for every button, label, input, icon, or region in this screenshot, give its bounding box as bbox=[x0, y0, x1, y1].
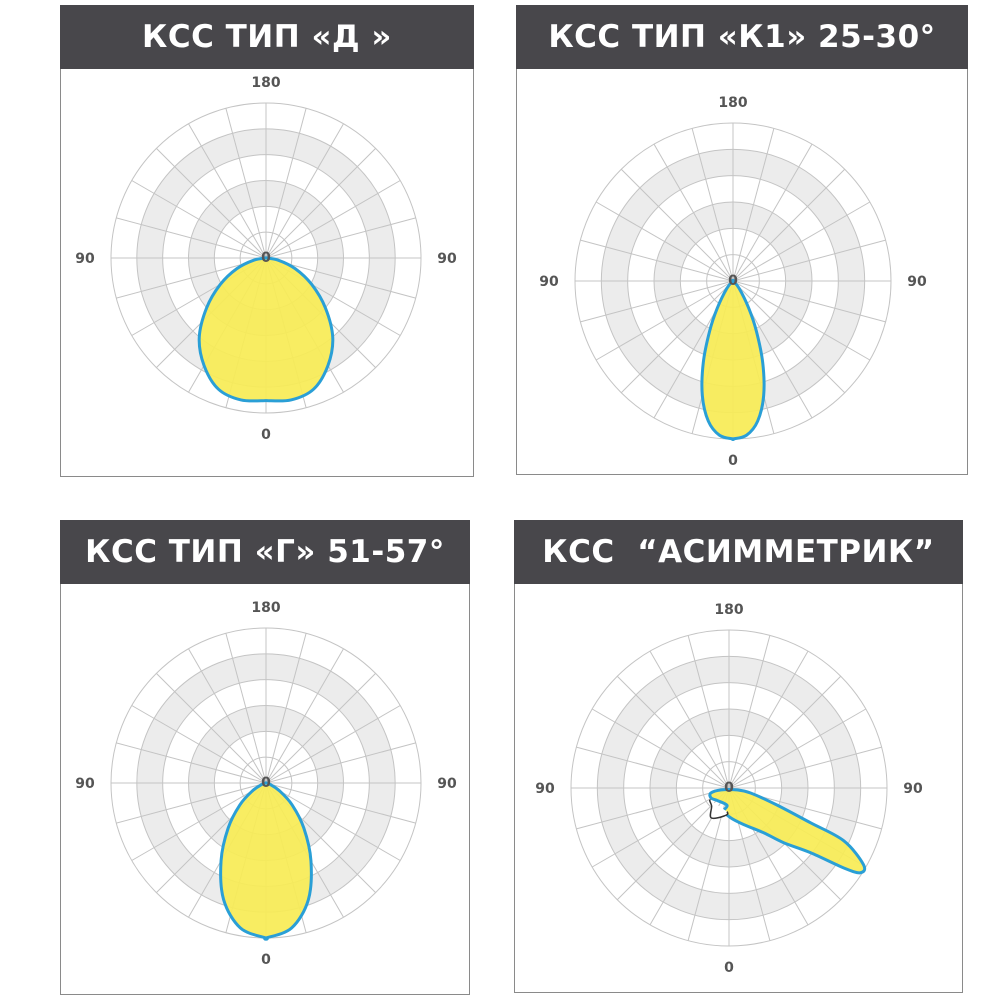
grid-spoke bbox=[732, 280, 846, 394]
intensity-curve bbox=[197, 256, 335, 403]
grid-spoke bbox=[265, 673, 376, 784]
grid-spoke bbox=[620, 280, 734, 394]
grid-spoke bbox=[732, 128, 775, 282]
grid-spoke bbox=[653, 143, 734, 282]
tick-label-180: 180 bbox=[251, 75, 280, 91]
grid-spoke bbox=[728, 746, 882, 789]
tick-label-0-bottom: 0 bbox=[261, 952, 271, 968]
polar-chart: 180 90 90 0 0 bbox=[75, 75, 457, 443]
grid-spoke bbox=[188, 123, 267, 259]
tick-label-90-left: 90 bbox=[75, 776, 95, 792]
grid-spoke bbox=[732, 143, 813, 282]
grid-spoke bbox=[265, 705, 401, 784]
grid-spoke bbox=[265, 217, 416, 259]
tick-label-90-left: 90 bbox=[539, 274, 559, 290]
grid-spoke bbox=[156, 148, 267, 259]
intensity-curve bbox=[708, 788, 867, 875]
chart-title: КСС ТИП «Г» 51-57° bbox=[60, 520, 470, 584]
grid-spoke bbox=[131, 705, 267, 784]
tick-label-90-left: 90 bbox=[535, 781, 555, 797]
grid-spoke bbox=[580, 239, 734, 282]
tick-label-180: 180 bbox=[714, 602, 743, 618]
grid-spoke bbox=[732, 168, 846, 282]
grid-spoke bbox=[728, 675, 842, 789]
tick-label-90-right: 90 bbox=[907, 274, 927, 290]
secondary-curve bbox=[708, 799, 729, 820]
grid-spoke bbox=[265, 148, 376, 259]
grid-spoke bbox=[225, 633, 267, 784]
grid-spoke bbox=[687, 635, 730, 789]
grid-spoke bbox=[620, 168, 734, 282]
grid-spoke bbox=[576, 787, 730, 830]
grid-spoke bbox=[265, 648, 344, 784]
chart-title: КСС ТИП «Д » bbox=[60, 5, 474, 69]
grid-spoke bbox=[116, 742, 267, 784]
chart-panel-asymmetric: КСС “АСИММЕТРИК” 180 90 90 0 0 bbox=[514, 520, 963, 993]
polar-chart: 180 90 90 0 0 bbox=[539, 95, 927, 469]
grid-spoke bbox=[591, 787, 730, 868]
grid-spoke bbox=[188, 648, 267, 784]
intensity-curve bbox=[219, 781, 313, 941]
grid-spoke bbox=[225, 108, 267, 259]
grid-spoke bbox=[265, 123, 344, 259]
grid-spoke bbox=[732, 239, 886, 282]
chart-title: КСС “АСИММЕТРИК” bbox=[514, 520, 963, 584]
chart-panel-k1: КСС ТИП «К1» 25-30° 180 90 90 0 0 bbox=[516, 5, 968, 475]
grid-spoke bbox=[616, 787, 730, 901]
chart-panel-d: КСС ТИП «Д » 180 90 90 0 0 bbox=[60, 5, 474, 477]
grid-spoke bbox=[595, 201, 734, 282]
grid-spoke bbox=[265, 108, 307, 259]
grid-spoke bbox=[131, 782, 267, 861]
grid-spoke bbox=[265, 742, 416, 784]
tick-label-0-center: 0 bbox=[261, 250, 271, 266]
grid-spoke bbox=[595, 280, 734, 361]
grid-spoke bbox=[616, 675, 730, 789]
grid-spoke bbox=[116, 217, 267, 259]
polar-chart: 180 90 90 0 0 bbox=[75, 600, 457, 968]
grid-spoke bbox=[591, 708, 730, 789]
tick-label-0-center: 0 bbox=[261, 775, 271, 791]
tick-label-0-bottom: 0 bbox=[724, 960, 734, 976]
grid-spoke bbox=[116, 782, 267, 824]
tick-label-90-left: 90 bbox=[75, 251, 95, 267]
grid-spoke bbox=[728, 635, 771, 789]
grid-spoke bbox=[265, 633, 307, 784]
grid-spoke bbox=[265, 782, 416, 824]
chart-title: КСС ТИП «К1» 25-30° bbox=[516, 5, 968, 69]
grid-spoke bbox=[131, 180, 267, 259]
grid-spoke bbox=[728, 708, 867, 789]
grid-spoke bbox=[691, 128, 734, 282]
grid-spoke bbox=[265, 180, 401, 259]
grid-spoke bbox=[649, 650, 730, 789]
tick-label-180: 180 bbox=[251, 600, 280, 616]
grid-spoke bbox=[732, 280, 871, 361]
tick-label-0-bottom: 0 bbox=[728, 453, 738, 469]
tick-label-90-right: 90 bbox=[437, 776, 457, 792]
tick-label-180: 180 bbox=[718, 95, 747, 111]
tick-label-0-center: 0 bbox=[724, 780, 734, 796]
tick-label-90-right: 90 bbox=[903, 781, 923, 797]
grid-spoke bbox=[580, 280, 734, 323]
grid-spoke bbox=[732, 280, 886, 323]
intensity-curve bbox=[700, 278, 766, 441]
polar-chart: 180 90 90 0 0 bbox=[535, 602, 923, 976]
grid-spoke bbox=[728, 650, 809, 789]
grid-spoke bbox=[576, 746, 730, 789]
grid-spoke bbox=[156, 673, 267, 784]
tick-label-90-right: 90 bbox=[437, 251, 457, 267]
tick-label-0-center: 0 bbox=[728, 273, 738, 289]
tick-label-0-bottom: 0 bbox=[261, 427, 271, 443]
grid-spoke bbox=[265, 782, 401, 861]
chart-panel-g: КСС ТИП «Г» 51-57° 180 90 90 0 0 bbox=[60, 520, 470, 995]
grid-spoke bbox=[732, 201, 871, 282]
